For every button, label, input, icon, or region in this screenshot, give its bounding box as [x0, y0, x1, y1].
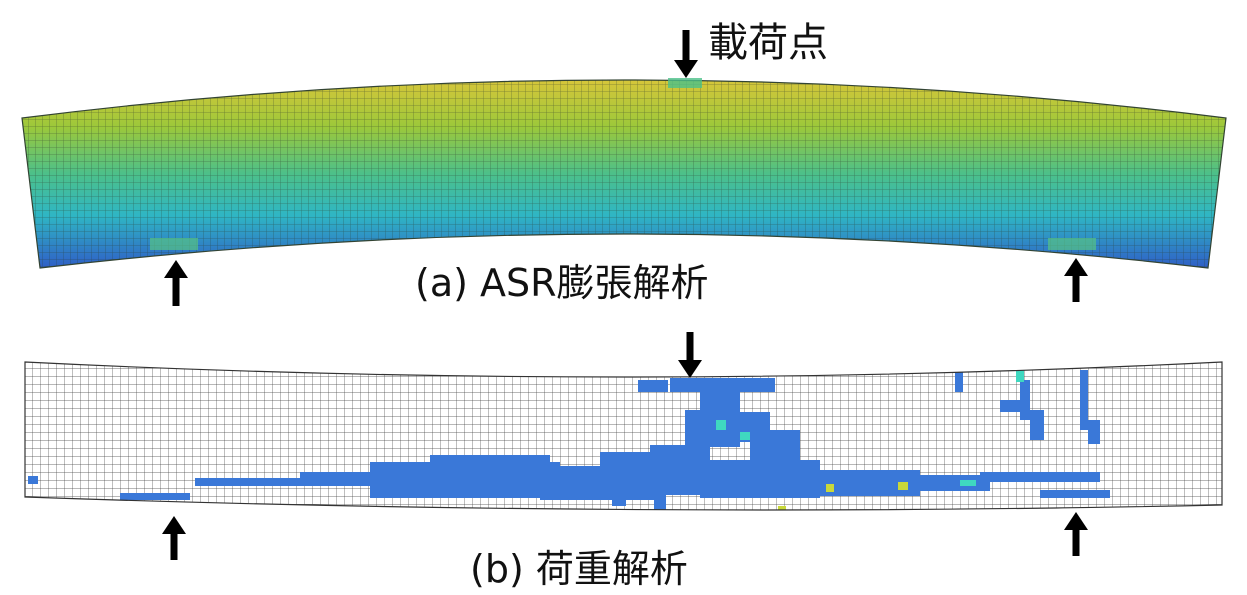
load-analysis-beam — [24, 361, 1223, 511]
asr-right-support-spot — [1048, 238, 1096, 250]
support-arrow-left-b — [162, 516, 186, 560]
load-point-arrow-b — [678, 332, 702, 378]
asr-beam-mesh — [22, 80, 1226, 268]
support-arrow-right-b — [1064, 512, 1088, 556]
support-arrow-left-a — [164, 260, 188, 306]
support-arrow-right-a — [1064, 258, 1088, 302]
caption-b: (b) 荷重解析 — [470, 547, 688, 591]
asr-left-support-spot — [150, 238, 198, 250]
load-beam-outline — [24, 361, 1223, 511]
asr-load-spot — [668, 78, 702, 88]
crack-hot-spots — [716, 370, 1024, 510]
asr-expansion-beam — [21, 78, 1227, 269]
crack-pattern — [28, 370, 1110, 510]
load-point-arrow-a — [674, 30, 698, 78]
caption-a: (a) ASR膨張解析 — [415, 261, 709, 305]
asr-beam-outline — [21, 79, 1227, 269]
load-point-label: 載荷点 — [708, 20, 828, 66]
